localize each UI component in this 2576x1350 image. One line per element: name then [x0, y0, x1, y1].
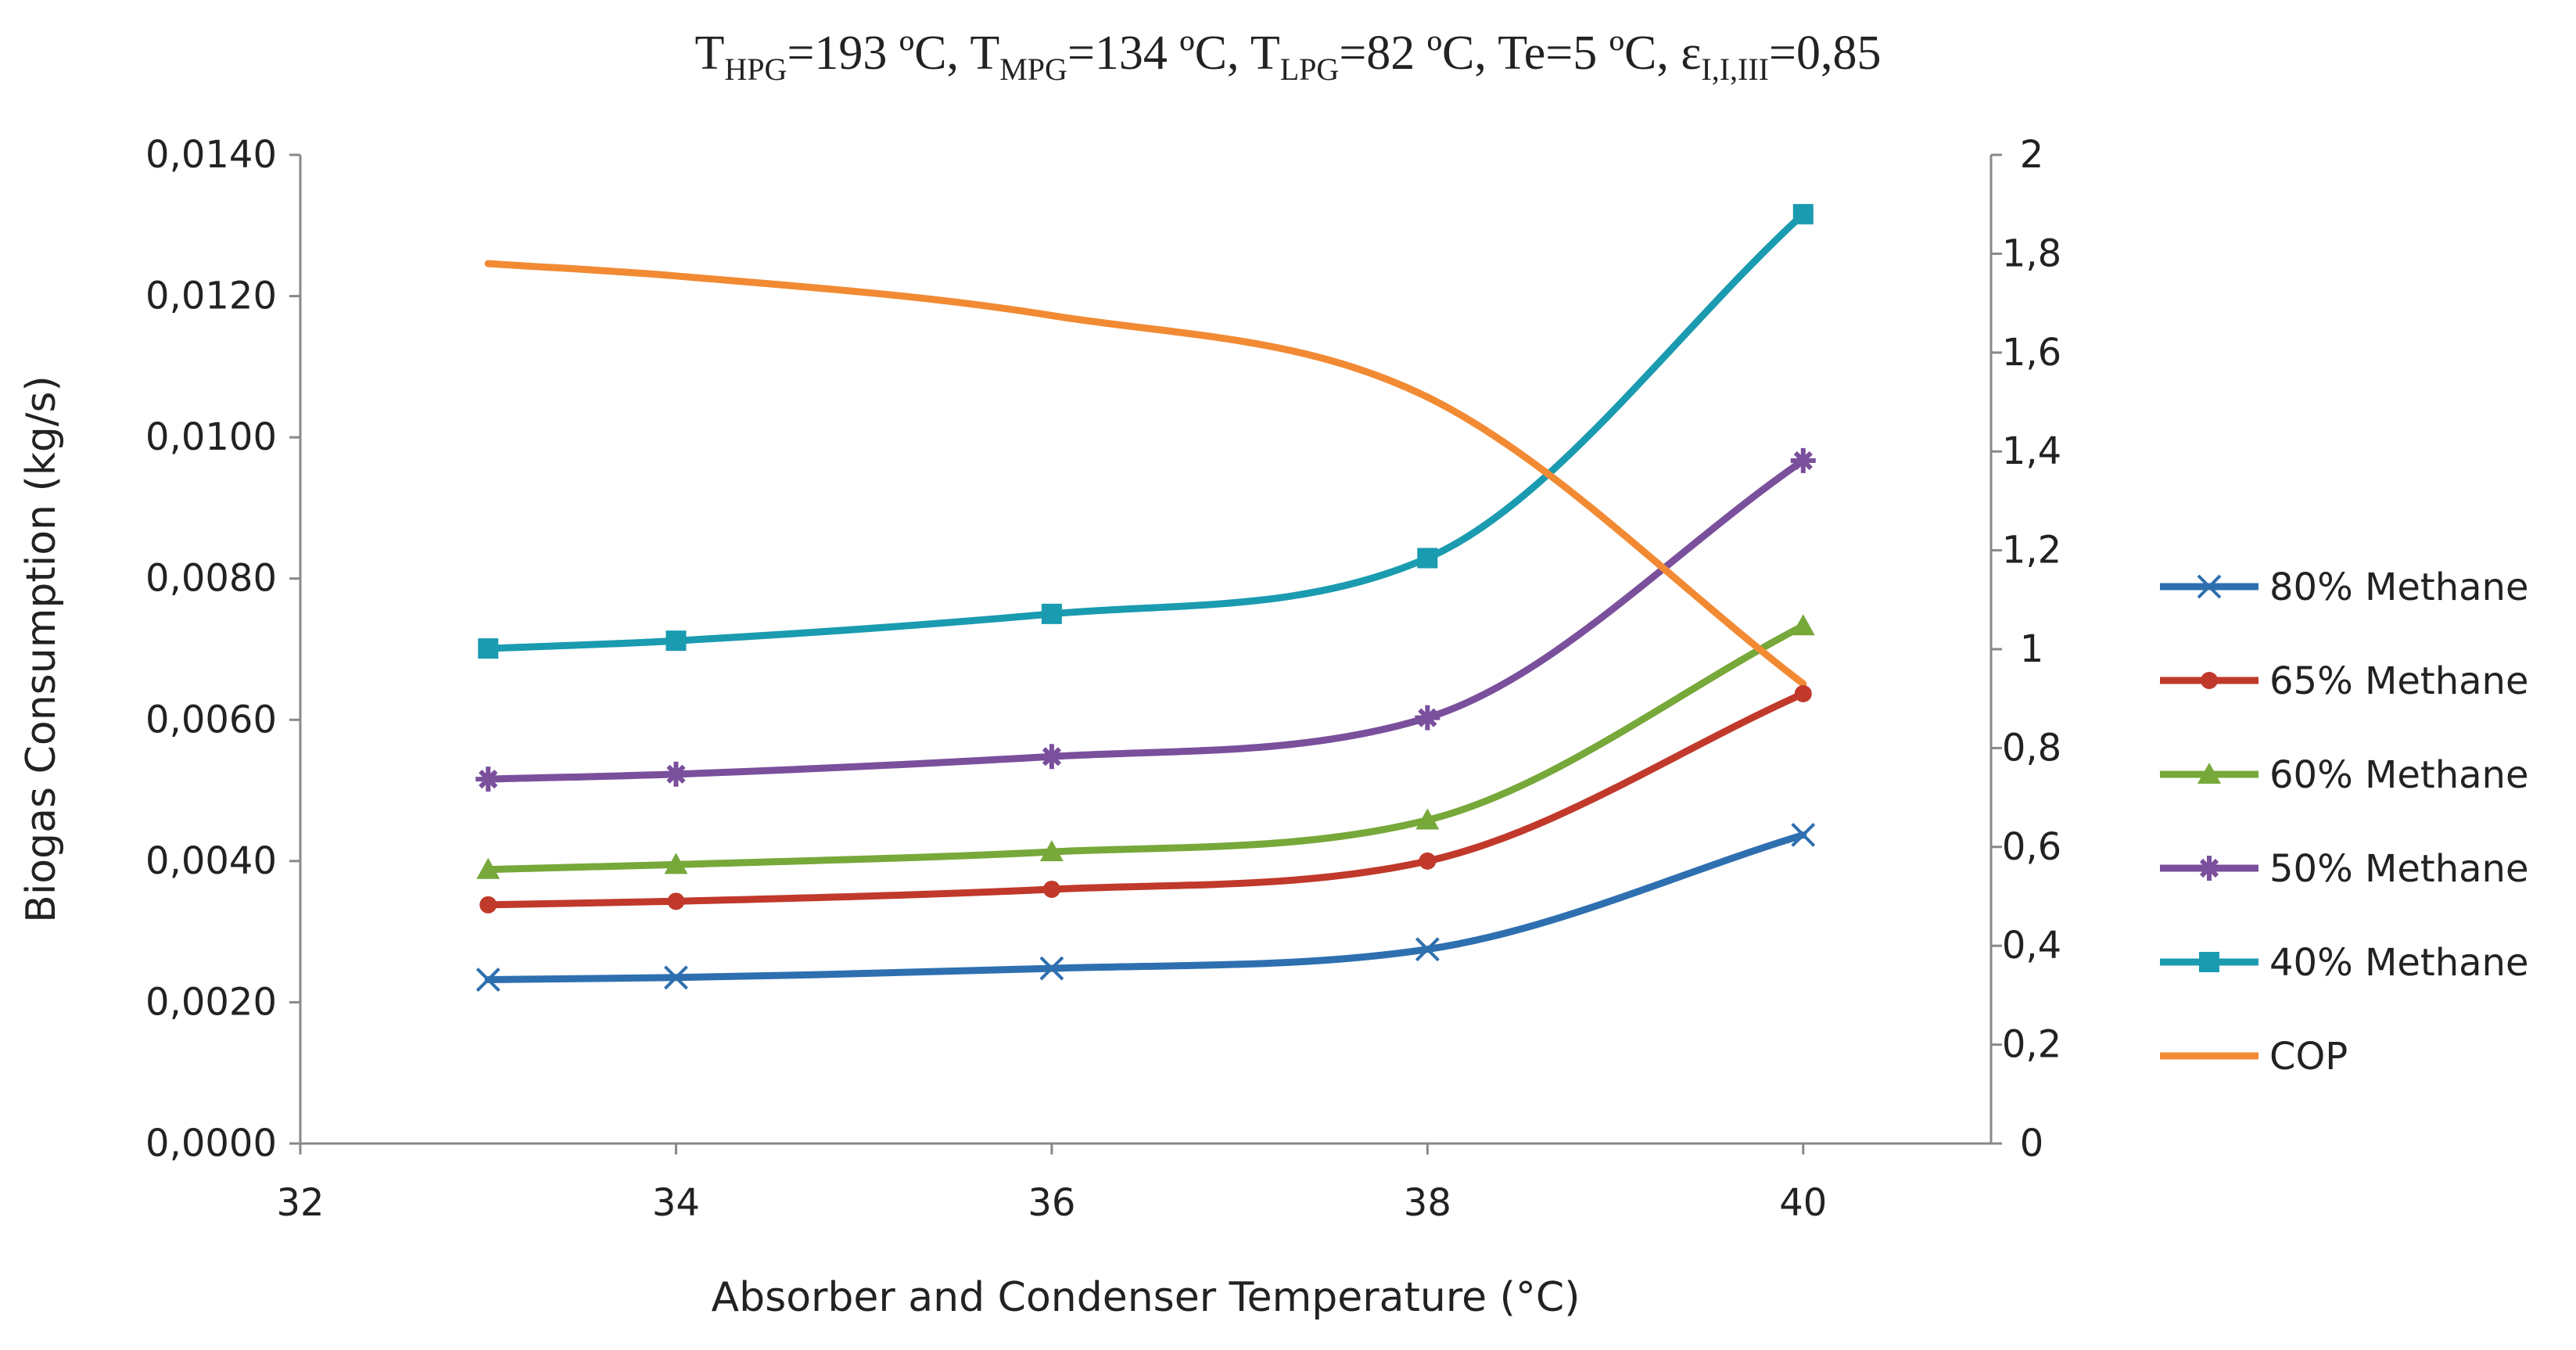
title-subscript: HPG — [724, 52, 787, 87]
y2-tick-label: 0 — [2020, 1122, 2044, 1165]
legend-label-40pct-methane: 40% Methane — [2269, 941, 2529, 985]
series-line-65pct-methane — [484, 690, 1807, 909]
data-point-80pct-methane — [475, 968, 500, 992]
data-point-65pct-methane — [1042, 880, 1060, 898]
y-tick-label: 0,0000 — [145, 1122, 277, 1165]
y-tick-label: 0,0020 — [145, 980, 277, 1024]
ticks: 0,0000 0,0020 0,0040 0,0060 0,0080 0,0100 0,01… — [145, 133, 2061, 1225]
series-line-cop — [484, 260, 1807, 688]
data-point-40pct-methane — [1792, 203, 1814, 224]
data-point-65pct-methane — [667, 892, 685, 910]
legend-label-60pct-methane: 60% Methane — [2269, 753, 2529, 797]
y2-tick-label: 0,8 — [2002, 726, 2061, 770]
x-axis-label: Absorber and Condenser Temperature (°C) — [712, 1274, 1580, 1321]
data-point-50pct-methane — [475, 767, 501, 792]
data-point-50pct-methane — [1790, 447, 1816, 473]
legend-marker-60pct-methane — [2197, 763, 2221, 784]
x-tick-label: 38 — [1404, 1181, 1451, 1225]
y2-tick-label: 0,2 — [2002, 1023, 2061, 1067]
y-tick-label: 0,0040 — [145, 839, 277, 883]
data-point-40pct-methane — [1417, 548, 1438, 569]
title-segment: =134 ºC, T — [1067, 27, 1280, 80]
data-point-65pct-methane — [1419, 852, 1437, 870]
y-tick-label: 0,0060 — [145, 698, 277, 741]
data-point-40pct-methane — [1041, 603, 1062, 624]
title-segment: T — [695, 27, 725, 80]
data-point-60pct-methane — [476, 857, 500, 879]
x-tick-label: 32 — [276, 1181, 324, 1225]
data-point-80pct-methane — [664, 965, 688, 990]
data-point-50pct-methane — [1039, 744, 1064, 770]
y2-tick-label: 0,4 — [2002, 924, 2061, 968]
title-segment: =82 ºC, Te=5 ºC, ε — [1339, 27, 1701, 80]
title-segment: =193 ºC, T — [787, 27, 999, 80]
series-line-50pct-methane — [484, 457, 1807, 783]
series-line-40pct-methane — [484, 210, 1807, 652]
legend-marker-65pct-methane — [2201, 672, 2218, 689]
y2-tick-label: 1,4 — [2002, 429, 2061, 473]
markers — [475, 203, 1816, 992]
title-subscript: MPG — [999, 52, 1067, 87]
legend-label-80pct-methane: 80% Methane — [2269, 565, 2529, 609]
chart-title: THPG=193 ºC, TMPG=134 ºC, TLPG=82 ºC, Te… — [695, 27, 1882, 87]
legend-marker-50pct-methane — [2197, 856, 2222, 881]
data-point-40pct-methane — [666, 630, 687, 652]
title-subscript: I,I,III — [1701, 52, 1769, 87]
y-tick-label: 0,0100 — [145, 415, 277, 459]
data-point-50pct-methane — [663, 761, 689, 787]
data-point-65pct-methane — [479, 896, 497, 914]
data-point-60pct-methane — [1415, 808, 1440, 830]
legend-marker-80pct-methane — [2197, 574, 2222, 599]
data-point-40pct-methane — [478, 638, 499, 659]
y2-tick-label: 2 — [2020, 133, 2044, 177]
title-segment: =0,85 — [1769, 27, 1881, 80]
data-point-60pct-methane — [1039, 840, 1064, 862]
title-subscript: LPG — [1280, 52, 1340, 87]
data-point-60pct-methane — [1791, 614, 1815, 636]
plot-lines — [484, 210, 1807, 983]
y2-tick-label: 1,8 — [2002, 232, 2061, 275]
x-tick-label: 34 — [652, 1181, 700, 1225]
data-point-80pct-methane — [1415, 937, 1440, 962]
y2-tick-label: 1,2 — [2002, 529, 2061, 573]
data-point-60pct-methane — [664, 853, 688, 874]
y2-tick-label: 1,6 — [2002, 331, 2061, 375]
x-tick-label: 36 — [1028, 1181, 1075, 1225]
y-tick-label: 0,0140 — [145, 133, 277, 177]
legend: 80% Methane 65% Methane 60% Methane 50% Met… — [2160, 565, 2529, 1079]
y2-tick-label: 1 — [2020, 627, 2044, 671]
data-point-80pct-methane — [1039, 956, 1064, 981]
data-point-65pct-methane — [1794, 684, 1812, 702]
x-tick-label: 40 — [1779, 1181, 1827, 1225]
legend-label-cop: COP — [2269, 1035, 2348, 1079]
legend-marker-40pct-methane — [2199, 952, 2219, 972]
legend-label-65pct-methane: 65% Methane — [2269, 659, 2529, 703]
legend-label-50pct-methane: 50% Methane — [2269, 847, 2529, 891]
y2-tick-label: 0,6 — [2002, 825, 2061, 869]
series-line-60pct-methane — [484, 622, 1807, 874]
data-point-50pct-methane — [1415, 705, 1440, 731]
series-line-80pct-methane — [484, 831, 1807, 983]
y-axis-label: Biogas Consumption (kg/s) — [18, 375, 65, 923]
y-tick-label: 0,0120 — [145, 275, 277, 318]
data-point-80pct-methane — [1791, 823, 1816, 847]
y-tick-label: 0,0080 — [145, 557, 277, 601]
